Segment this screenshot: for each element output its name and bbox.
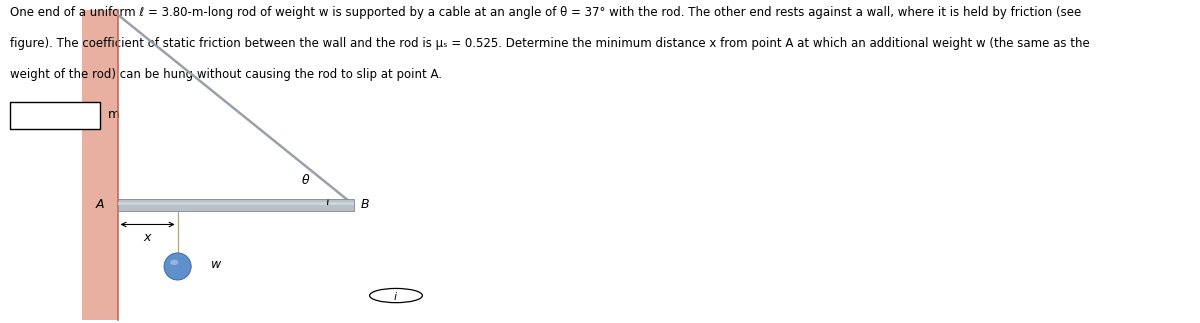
Text: figure). The coefficient of static friction between the wall and the rod is μₛ =: figure). The coefficient of static frict… — [10, 37, 1090, 50]
Text: $\mathit{i}$: $\mathit{i}$ — [394, 289, 398, 302]
Ellipse shape — [164, 253, 191, 280]
Text: weight of the rod) can be hung without causing the rod to slip at point A.: weight of the rod) can be hung without c… — [10, 68, 442, 81]
Text: $\theta$: $\theta$ — [301, 173, 311, 187]
Text: $A$: $A$ — [95, 198, 106, 211]
Bar — [118, 202, 354, 205]
Text: m: m — [108, 108, 120, 121]
Bar — [82, 10, 118, 320]
Ellipse shape — [170, 260, 179, 265]
Circle shape — [370, 288, 422, 303]
Text: $x$: $x$ — [143, 231, 152, 244]
Bar — [118, 199, 354, 211]
Bar — [10, 102, 100, 129]
Text: $B$: $B$ — [360, 198, 370, 211]
Text: One end of a uniform ℓ = 3.80-m-long rod of weight w is supported by a cable at : One end of a uniform ℓ = 3.80-m-long rod… — [10, 6, 1081, 19]
Text: $w$: $w$ — [210, 258, 222, 271]
